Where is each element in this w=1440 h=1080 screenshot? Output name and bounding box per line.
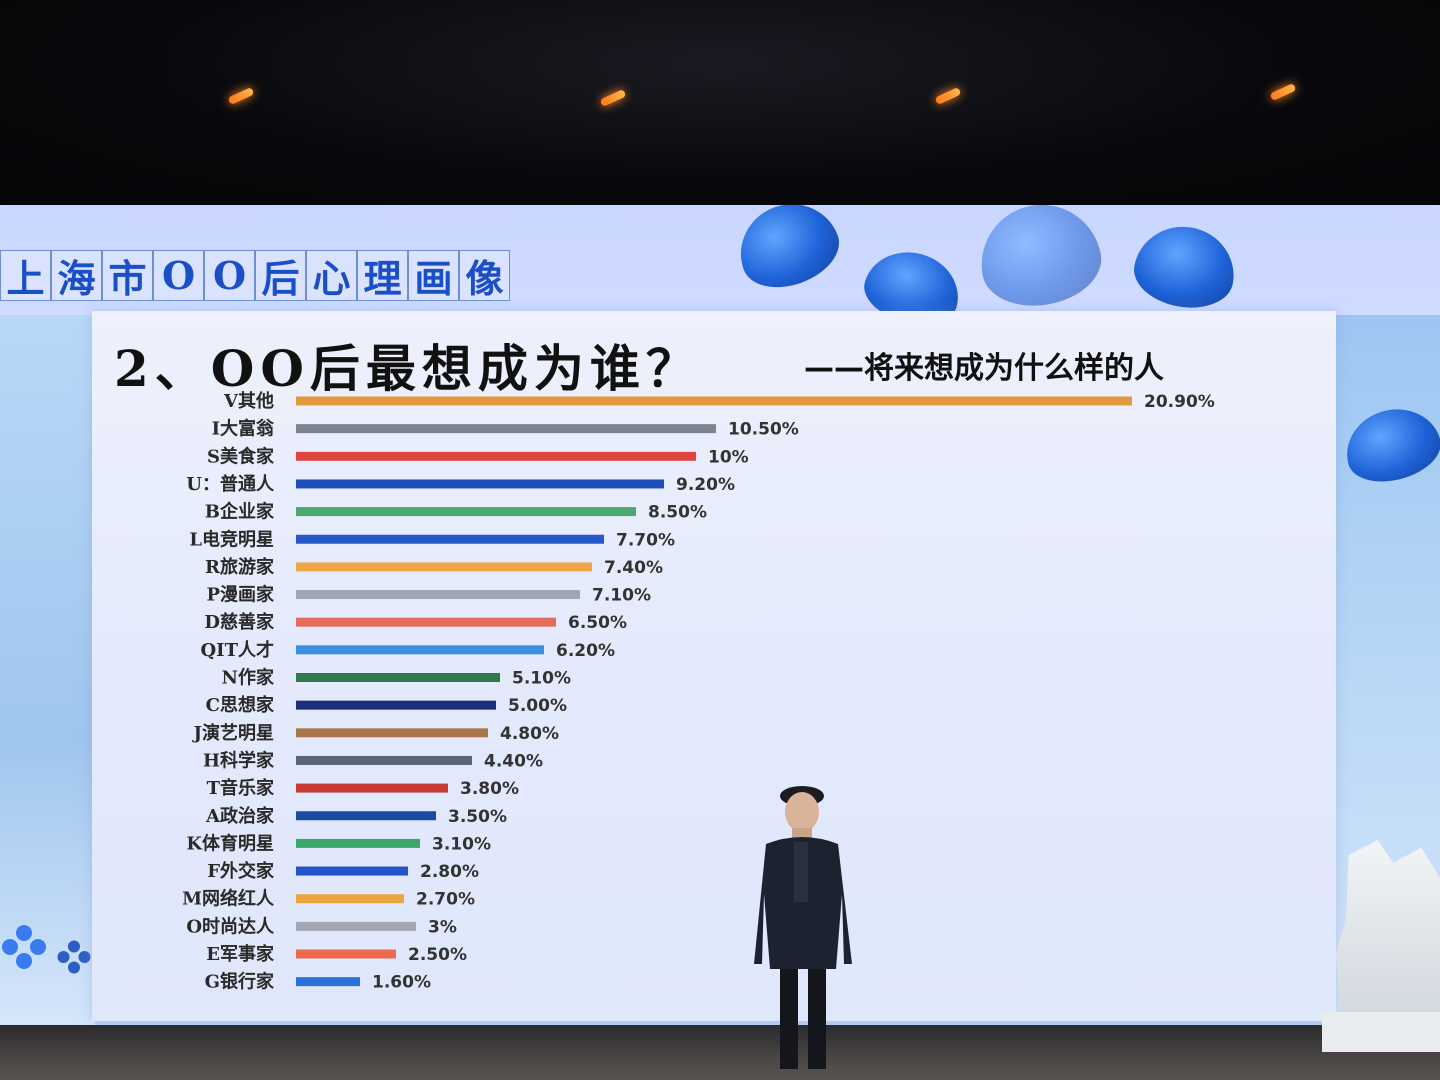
banner-title: 上 海 市 O O 后 心 理 画 像 (0, 250, 510, 302)
bar (296, 479, 664, 489)
value-label: 2.80% (420, 862, 479, 882)
value-label: 5.10% (512, 669, 571, 689)
flower-decoration (57, 940, 91, 974)
value-label: 4.80% (500, 724, 559, 744)
leaf-decoration (1128, 218, 1242, 316)
category-label: S美食家 (207, 445, 275, 467)
slide-panel: 2、OO后最想成为谁？ ——将来想成为什么样的人 V其他 20.90% I大富翁 10… (92, 311, 1336, 1021)
category-label: L电竞明星 (189, 528, 274, 550)
category-label: T音乐家 (207, 777, 275, 799)
ceiling-light (227, 86, 255, 106)
flower-decoration (2, 925, 46, 969)
bar (296, 838, 420, 848)
bar (296, 921, 416, 931)
bar (296, 590, 580, 600)
bar (296, 534, 604, 544)
value-label: 4.40% (484, 751, 543, 771)
category-label: P漫画家 (206, 584, 275, 606)
banner-char: 海 (51, 250, 102, 301)
banner-char: 理 (357, 250, 408, 301)
category-label: U：普通人 (186, 473, 275, 495)
leaf-decoration (727, 205, 849, 300)
value-label: 3.10% (432, 834, 491, 854)
bar (296, 755, 472, 765)
value-label: 10% (708, 447, 749, 467)
banner-char: 市 (102, 250, 153, 301)
stage-sculpture (1336, 840, 1440, 1030)
value-label: 2.70% (416, 890, 475, 910)
category-label: I大富翁 (212, 418, 275, 440)
screen-left-decoration (0, 315, 95, 1025)
bar (296, 451, 696, 461)
slide-subtitle: ——将来想成为什么样的人 (804, 351, 1164, 386)
value-label: 3% (428, 917, 457, 937)
category-label: V其他 (223, 390, 274, 412)
value-label: 7.40% (604, 558, 663, 578)
banner-char: 画 (408, 250, 459, 301)
bar (296, 617, 556, 627)
value-label: 3.80% (460, 779, 519, 799)
category-label: D慈善家 (204, 611, 275, 633)
banner-char: O (153, 250, 204, 301)
value-label: 3.50% (448, 807, 507, 827)
ceiling-light (599, 88, 627, 108)
sculpture-base (1322, 1012, 1440, 1052)
category-label: B企业家 (205, 501, 275, 523)
ceiling-light (934, 86, 962, 106)
bar (296, 866, 408, 876)
value-label: 5.00% (508, 696, 567, 716)
value-label: 10.50% (728, 420, 799, 440)
stage-floor (0, 1025, 1440, 1080)
category-label: O时尚达人 (186, 915, 275, 937)
category-label: A政治家 (205, 805, 275, 827)
category-label: C思想家 (206, 694, 275, 716)
category-label: E军事家 (206, 943, 275, 965)
category-label: N作家 (222, 667, 275, 689)
bar (296, 949, 396, 959)
slide-title: 2、OO后最想成为谁？ (114, 339, 702, 398)
banner-char: O (204, 250, 255, 301)
banner-char: 后 (255, 250, 306, 301)
value-label: 8.50% (648, 503, 707, 523)
bar (296, 728, 488, 738)
category-label: F外交家 (207, 860, 275, 882)
value-label: 20.90% (1144, 392, 1215, 412)
bar (296, 645, 544, 655)
category-label: R旅游家 (205, 556, 275, 578)
bar (296, 783, 448, 793)
value-label: 7.70% (616, 530, 675, 550)
value-label: 1.60% (372, 973, 431, 993)
stage-ceiling (0, 0, 1440, 210)
bar (296, 811, 436, 821)
value-label: 2.50% (408, 945, 467, 965)
bar (296, 700, 496, 710)
category-label: QIT人才 (201, 639, 275, 661)
bar (296, 977, 360, 987)
banner-char: 上 (0, 250, 51, 301)
bar (296, 424, 716, 434)
value-label: 6.50% (568, 613, 627, 633)
category-label: M网络红人 (182, 888, 275, 910)
ceiling-light (1269, 82, 1297, 102)
banner-char: 像 (459, 250, 510, 301)
bar (296, 894, 404, 904)
bar (296, 507, 636, 517)
projection-screen: 上 海 市 O O 后 心 理 画 像 2、OO后最想成为谁？ ——将来想成为什… (0, 205, 1440, 1025)
category-label: G银行家 (205, 971, 275, 993)
banner-char: 心 (306, 250, 357, 301)
category-label: J演艺明星 (191, 722, 274, 744)
category-label: K体育明星 (186, 832, 274, 854)
presenter-figure (754, 786, 852, 1069)
bar (296, 673, 500, 682)
bar-chart: V其他 20.90% I大富翁 10.50% S美食家 10% U：普通人 9.20% B企业家… (182, 390, 1215, 993)
value-label: 6.20% (556, 641, 615, 661)
value-label: 9.20% (676, 475, 735, 495)
value-label: 7.10% (592, 586, 651, 606)
category-label: H科学家 (203, 749, 275, 771)
leaf-decoration (972, 205, 1108, 315)
bar (296, 562, 592, 572)
bar (296, 396, 1132, 406)
